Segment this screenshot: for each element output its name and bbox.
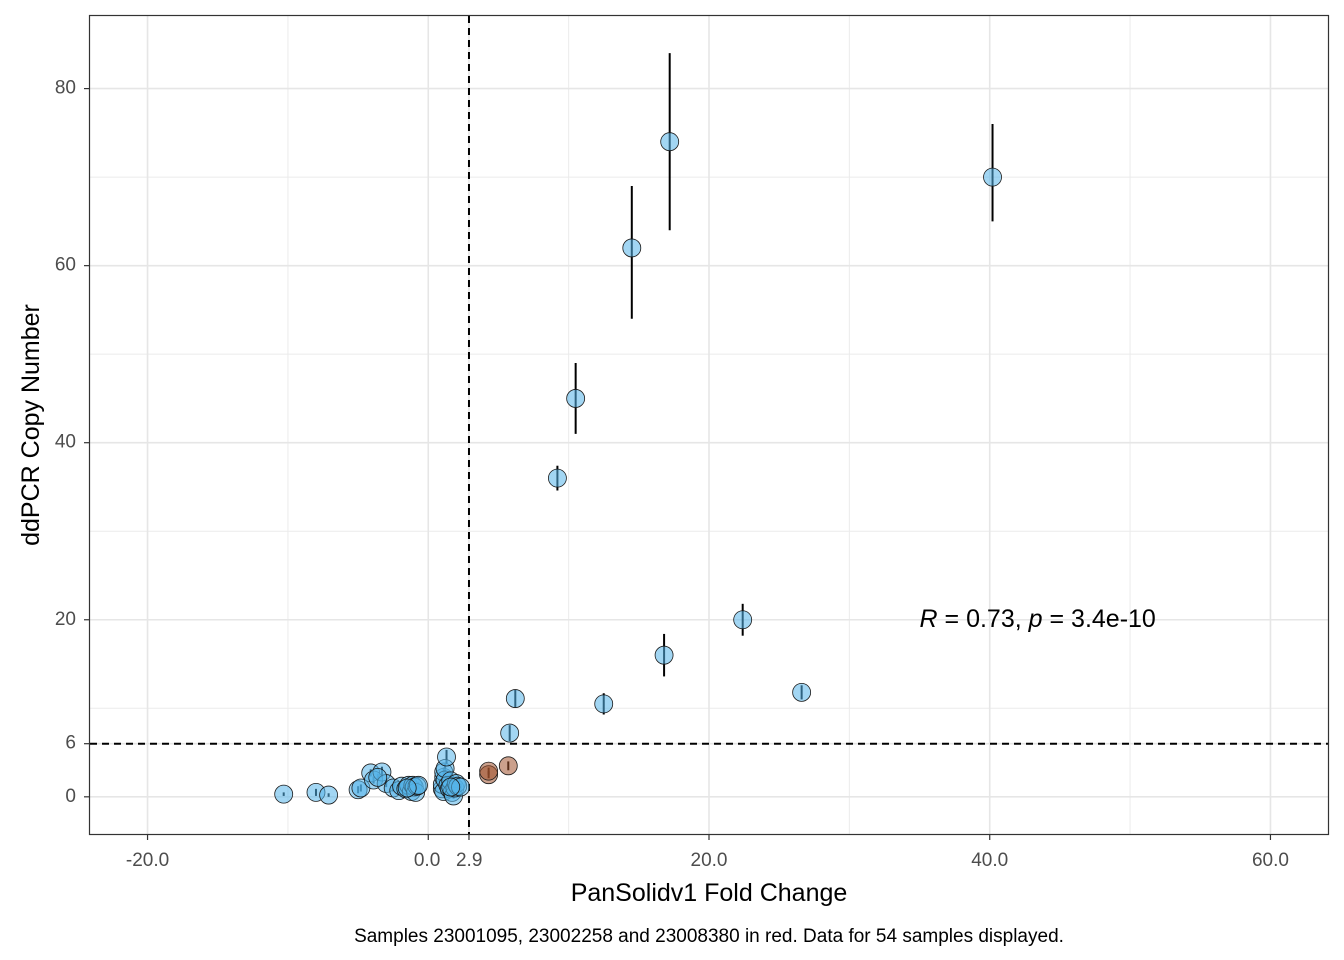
x-tick-label: 20.0: [691, 850, 728, 871]
data-point: [733, 610, 753, 630]
x-tick-label: 40.0: [971, 850, 1008, 871]
p-value: = 3.4e-10: [1043, 604, 1156, 632]
p-symbol: p: [1028, 604, 1043, 632]
x-tick-label: 0.0: [414, 850, 440, 871]
data-point: [397, 778, 417, 798]
caption: Samples 23001095, 23002258 and 23008380 …: [354, 926, 1064, 947]
data-point: [566, 389, 586, 408]
y-tick-label: 40: [55, 432, 76, 453]
data-points: [274, 132, 1002, 806]
data-point: [594, 694, 614, 714]
highlighted-data-point: [479, 761, 499, 781]
data-point: [792, 682, 812, 702]
data-point: [437, 747, 456, 767]
y-tick-label: 80: [55, 78, 76, 99]
x-tick-label: 2.9: [456, 850, 482, 871]
data-point: [500, 723, 520, 743]
threshold-lines: [90, 16, 1328, 834]
x-axis-ticks: -20.0 0.0 2.9 20.0 40.0 60.0: [126, 835, 1289, 871]
data-point: [274, 784, 294, 804]
y-axis-ticks: 0 6 20 40 60 80: [55, 78, 89, 807]
data-point: [319, 785, 339, 805]
r-value: = 0.73,: [938, 604, 1029, 632]
y-tick-label: 20: [55, 609, 76, 630]
x-axis-title: PanSolidv1 Fold Change: [571, 879, 848, 907]
panel-border: [88, 14, 1330, 836]
data-point: [368, 767, 388, 787]
y-tick-label: 0: [65, 786, 76, 807]
y-tick-label: 6: [65, 733, 76, 754]
data-point: [548, 468, 567, 488]
x-tick-label: -20.0: [126, 850, 169, 871]
y-tick-label: 60: [55, 255, 76, 276]
data-point: [505, 689, 525, 708]
x-tick-label: 60.0: [1252, 850, 1289, 871]
highlighted-data-point: [498, 756, 518, 776]
data-point: [441, 777, 461, 797]
data-point: [983, 167, 1002, 187]
r-symbol: R: [920, 604, 938, 632]
data-point: [654, 645, 674, 665]
correlation-annotation: R = 0.73, p = 3.4e-10: [920, 604, 1156, 632]
y-axis-title: ddPCR Copy Number: [17, 304, 45, 546]
data-point: [622, 238, 642, 258]
data-point: [660, 132, 680, 152]
